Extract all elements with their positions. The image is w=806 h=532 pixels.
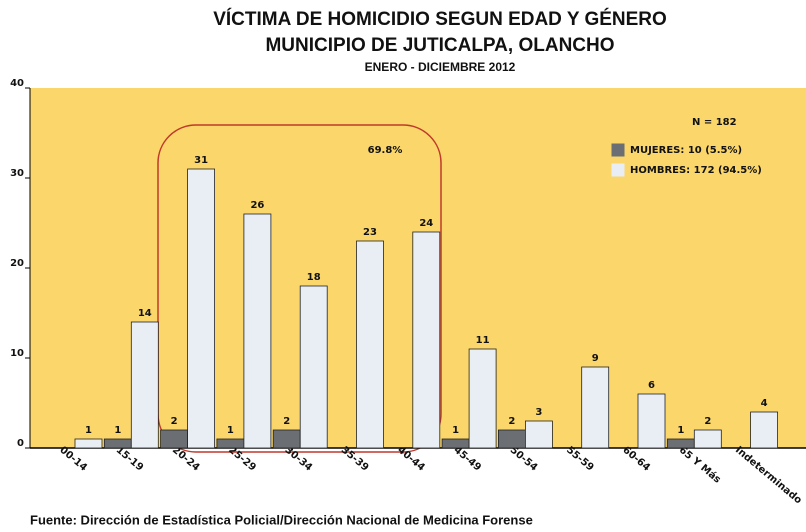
bar [272,429,301,449]
highlight-box [157,124,442,453]
data-label: 3 [535,407,542,418]
data-label: 1 [452,425,459,436]
bar [581,366,610,449]
x-tick-label: 15-19 [114,445,146,474]
x-tick-label: 30-34 [283,445,315,474]
bar [497,429,526,449]
data-label: 2 [704,416,711,427]
bar [130,321,159,449]
bar [666,438,695,449]
x-tick-label: 65 Y Más [677,444,724,486]
data-label: 1 [114,425,121,436]
y-tick-label: 30 [10,168,24,179]
data-label: 2 [171,416,178,427]
chart-period: ENERO - DICIEMBRE 2012 [365,60,516,74]
chart-title: VÍCTIMA DE HOMICIDIO SEGUN EDAD Y GÉNERO [213,8,667,30]
annotation: N = 182 [692,117,737,128]
data-label: 26 [250,200,264,211]
y-tick-label: 20 [10,258,24,269]
legend-label: HOMBRES: 172 (94.5%) [630,165,762,176]
data-label: 1 [677,425,684,436]
data-label: 1 [227,425,234,436]
data-label: 24 [419,218,433,229]
x-tick-label: Indeterminado [733,445,804,507]
bar [299,285,328,449]
source: Fuente: Dirección de Estadística Policia… [30,512,533,527]
bar [468,348,497,449]
bar [441,438,470,449]
data-label: 23 [363,227,377,238]
bar [187,168,216,449]
x-tick-label: 50-54 [508,445,540,474]
bar [74,438,103,449]
y-tick-label: 0 [17,438,24,449]
bar [160,429,189,449]
y-tick-label: 40 [10,78,24,89]
x-tick-label: 35-39 [339,445,371,474]
data-label: 11 [476,335,490,346]
annotation: 69.8% [368,145,403,156]
bar [750,411,778,449]
legend-label: MUJERES: 10 (5.5%) [630,145,742,156]
bar [693,429,722,449]
bar [356,240,384,449]
legend-swatch [611,143,625,157]
bar [216,438,245,449]
data-label: 6 [648,380,655,391]
bar [525,420,553,449]
data-label: 2 [508,416,515,427]
x-tick-label: 40-44 [395,445,427,474]
y-tick-label: 10 [10,348,24,359]
x-tick-label: 60-64 [620,445,652,474]
bar [103,438,132,449]
x-tick-label: 55-59 [564,445,596,474]
data-label: 18 [307,272,321,283]
x-tick-label: 00-14 [57,445,89,474]
data-label: 14 [138,308,152,319]
x-tick-label: 20-24 [170,445,202,474]
bar [412,231,441,449]
chart-subtitle: MUNICIPIO DE JUTICALPA, OLANCHO [265,35,614,56]
x-tick-label: 45-49 [451,445,483,474]
data-label: 1 [85,425,92,436]
data-label: 2 [283,416,290,427]
x-tick-label: 25-29 [226,445,258,474]
legend-swatch [611,163,625,177]
bar [637,393,666,449]
bar [243,213,272,449]
data-label: 9 [592,353,599,364]
data-label: 4 [761,398,768,409]
data-label: 31 [194,155,208,166]
